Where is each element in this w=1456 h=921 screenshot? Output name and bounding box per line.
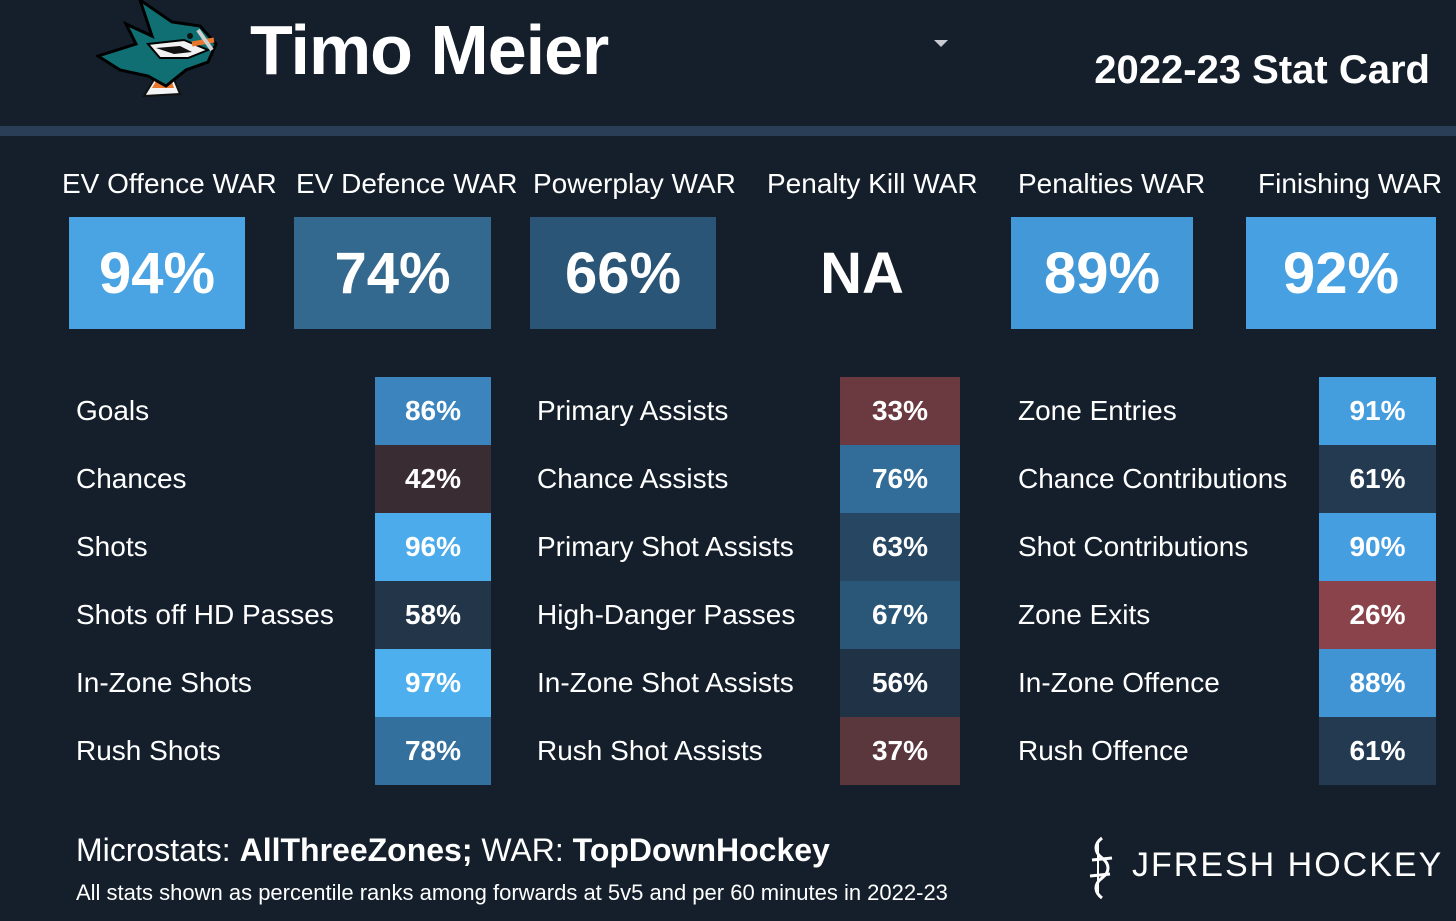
war-value-powerplay: 66% (530, 217, 716, 329)
stat-label: Chances (76, 463, 187, 494)
stat-value: 88% (1319, 649, 1436, 717)
stat-value: 76% (840, 445, 960, 513)
stat-label: In-Zone Offence (1018, 667, 1220, 698)
card-title: 2022-23 Stat Card (1094, 48, 1430, 92)
microstats-source: AllThreeZones; (239, 832, 473, 868)
stat-label: Primary Shot Assists (537, 531, 794, 562)
stat-label: Zone Exits (1018, 599, 1151, 630)
stat-label: Zone Entries (1018, 395, 1177, 426)
jfresh-logo-icon (1089, 836, 1113, 900)
war-value-ev-defence: 74% (294, 217, 491, 329)
war-prefix: WAR: (472, 832, 573, 868)
war-label-ev-offence: EV Offence WAR (62, 168, 277, 199)
war-value-ev-offence: 94% (69, 217, 245, 329)
stat-value: 90% (1319, 513, 1436, 581)
stat-value: 42% (375, 445, 491, 513)
war-label-penalty-kill: Penalty Kill WAR (767, 168, 978, 199)
stat-label: In-Zone Shots (76, 667, 252, 698)
stat-label: Rush Offence (1018, 735, 1189, 766)
data-sources: Microstats: AllThreeZones; WAR: TopDownH… (76, 832, 830, 869)
stat-value: 96% (375, 513, 491, 581)
stat-label: Shot Contributions (1018, 531, 1249, 562)
stat-label: Primary Assists (537, 395, 729, 426)
stat-value: 78% (375, 717, 491, 785)
war-source: TopDownHockey (572, 832, 830, 868)
war-label-penalties: Penalties WAR (1018, 168, 1206, 199)
stat-value: 61% (1319, 445, 1436, 513)
stat-value: 91% (1319, 377, 1436, 445)
war-value-penalty-kill: NA (820, 240, 904, 306)
stat-label: Chance Assists (537, 463, 729, 494)
stat-value: 63% (840, 513, 960, 581)
header (0, 0, 1456, 126)
stat-label: Shots (76, 531, 148, 562)
stat-label: Shots off HD Passes (76, 599, 334, 630)
player-name: Timo Meier (250, 11, 609, 89)
stat-value: 67% (840, 581, 960, 649)
stat-label: Goals (76, 395, 150, 426)
stat-label: Rush Shots (76, 735, 221, 766)
stat-value: 86% (375, 377, 491, 445)
war-value-penalties: 89% (1011, 217, 1193, 329)
microstats-prefix: Microstats: (76, 832, 240, 868)
stat-label: Chance Contributions (1018, 463, 1288, 494)
stat-value: 61% (1319, 717, 1436, 785)
war-label-finishing: Finishing WAR (1258, 168, 1443, 199)
stat-value: 56% (840, 649, 960, 717)
sharks-logo-icon (96, 0, 218, 98)
stat-value: 37% (840, 717, 960, 785)
stat-label: Rush Shot Assists (537, 735, 763, 766)
stat-label: In-Zone Shot Assists (537, 667, 794, 698)
war-label-ev-defence: EV Defence WAR (296, 168, 518, 199)
war-label-powerplay: Powerplay WAR (533, 168, 736, 199)
footnote: All stats shown as percentile ranks amon… (76, 880, 948, 905)
stat-value: 26% (1319, 581, 1436, 649)
stat-value: 58% (375, 581, 491, 649)
header-divider (0, 126, 1456, 136)
caret-down-icon[interactable] (934, 40, 948, 47)
stat-label: High-Danger Passes (537, 599, 796, 630)
brand-wordmark: JFRESH HOCKEY (1132, 846, 1444, 884)
stat-value: 97% (375, 649, 491, 717)
war-value-finishing: 92% (1246, 217, 1436, 329)
stat-value: 33% (840, 377, 960, 445)
